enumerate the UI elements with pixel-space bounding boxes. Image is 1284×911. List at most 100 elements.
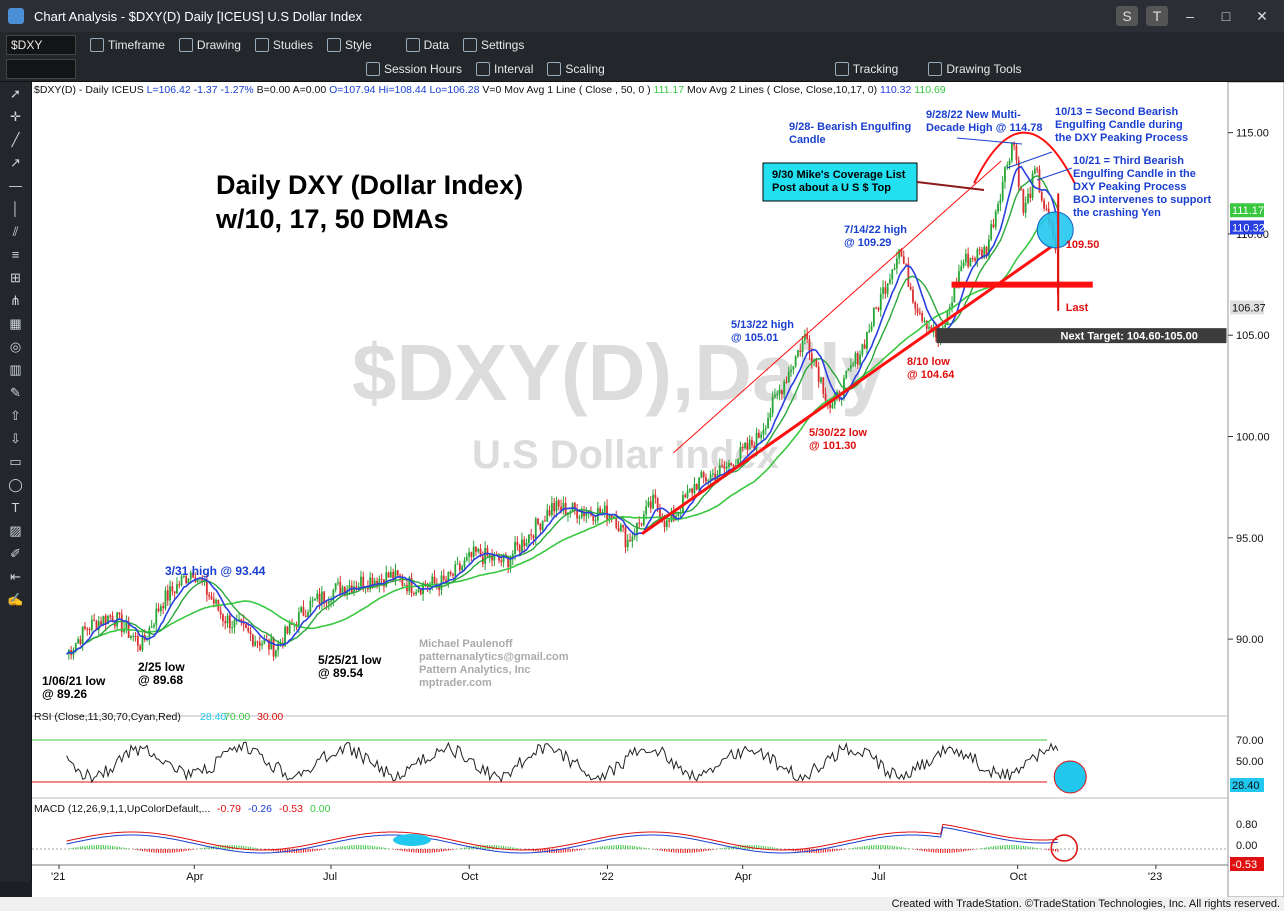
annotation-0225: @ 89.68: [138, 673, 183, 687]
drawing-menu[interactable]: Drawing: [178, 37, 241, 52]
vertical-line-icon[interactable]: │: [11, 201, 20, 216]
candle-body: [491, 555, 493, 561]
candle-body: [870, 325, 873, 331]
drawing-tools-menu[interactable]: Drawing Tools: [928, 61, 1022, 76]
candle-body: [748, 439, 751, 450]
time-tick-label: Oct: [461, 871, 478, 883]
macd-line: [66, 823, 1058, 851]
candle-body: [550, 503, 553, 516]
settings-menu[interactable]: Settings: [463, 37, 524, 52]
candle-body: [969, 258, 972, 267]
crosshair-icon[interactable]: ✛: [10, 109, 21, 124]
maximize-icon[interactable]: □: [1221, 8, 1231, 24]
candle-body: [185, 576, 188, 584]
rectangle-icon[interactable]: ▭: [9, 454, 22, 469]
candle-body: [1008, 160, 1011, 165]
candle-body: [371, 577, 374, 587]
scaling-menu[interactable]: Scaling: [547, 61, 605, 76]
candle-body: [307, 612, 309, 617]
price-axis-panel: [1227, 82, 1284, 897]
candle-body: [362, 576, 365, 588]
candle-body: [406, 584, 408, 592]
header-field: Close, Close,10,17,: [770, 84, 865, 96]
ellipse-icon[interactable]: ◯: [8, 477, 23, 492]
bars-tool-icon[interactable]: ▥: [9, 362, 22, 377]
tracking-menu[interactable]: Tracking: [834, 61, 898, 76]
style-menu[interactable]: Style: [326, 37, 372, 52]
candle-body: [971, 258, 974, 260]
studies-menu[interactable]: Studies: [254, 37, 313, 52]
candle-body: [741, 447, 744, 449]
data-label: Data: [423, 37, 449, 52]
candle-body: [463, 560, 466, 567]
candle-body: [562, 502, 565, 511]
price-tick-label: 95.00: [1236, 533, 1264, 545]
candle-body: [518, 545, 521, 552]
gann-icon[interactable]: ⊞: [10, 270, 21, 285]
candle-body: [640, 523, 643, 525]
candle-body: [521, 539, 523, 552]
spiral-icon[interactable]: ◎: [9, 339, 22, 354]
candle-body: [277, 643, 280, 651]
marker-icon[interactable]: ✐: [10, 546, 21, 561]
tracking-icon: [834, 61, 849, 76]
candle-body: [709, 474, 712, 481]
candle-body: [109, 615, 112, 617]
t-button[interactable]: T: [1146, 6, 1168, 26]
candle-body: [403, 584, 406, 586]
candle-body: [967, 253, 970, 267]
highlight-icon[interactable]: ✍: [7, 592, 24, 607]
candle-body: [1013, 142, 1016, 146]
channel-icon[interactable]: ⫽: [12, 224, 19, 239]
candle-body: [916, 308, 919, 313]
hatched-icon[interactable]: ▨: [9, 523, 22, 538]
candle-body: [622, 524, 625, 528]
fib-icon[interactable]: ≡: [11, 247, 20, 262]
candle-body: [419, 589, 422, 595]
last-label: Last: [1066, 302, 1089, 314]
candle-body: [369, 577, 372, 590]
grid-icon[interactable]: ▦: [9, 316, 22, 331]
interval-menu[interactable]: Interval: [476, 61, 533, 76]
timeframe-menu[interactable]: Timeframe: [90, 37, 165, 52]
annotation-1013: 10/13 = Second Bearish: [1055, 106, 1178, 118]
candle-body: [723, 465, 726, 469]
candle-body: [960, 266, 963, 272]
minimize-icon[interactable]: –: [1186, 8, 1194, 24]
candle-body: [776, 393, 779, 395]
trendline-icon[interactable]: ╱: [11, 132, 20, 147]
session-hours-menu[interactable]: Session Hours: [366, 61, 463, 76]
interval-input[interactable]: [6, 58, 76, 79]
author-line: Pattern Analytics, Inc: [419, 664, 530, 676]
candle-body: [93, 619, 96, 621]
symbol-input[interactable]: $DXY: [6, 34, 76, 55]
gear-icon: [463, 37, 477, 52]
pointer-icon[interactable]: ➚: [10, 86, 21, 101]
ray-icon[interactable]: ↗: [10, 155, 21, 170]
candle-body: [560, 506, 562, 511]
candle-body: [470, 552, 473, 557]
candle-body: [831, 404, 834, 408]
candle-body: [332, 589, 335, 601]
close-icon[interactable]: ✕: [1256, 8, 1268, 24]
brush-icon[interactable]: ✎: [10, 385, 21, 400]
time-tick-label: Apr: [186, 871, 203, 883]
horizontal-line-icon[interactable]: ―: [9, 178, 22, 193]
arrow-down-icon[interactable]: ⇩: [10, 431, 21, 446]
pitchfork-icon[interactable]: ⋔: [10, 293, 21, 308]
price-tick-label: 105.00: [1236, 330, 1270, 342]
candle-body: [272, 638, 275, 657]
text-icon[interactable]: T: [11, 500, 20, 515]
arrow-up-icon[interactable]: ⇧: [10, 408, 21, 423]
ruler-icon[interactable]: ⇤: [10, 569, 21, 584]
macd-highlight-ellipse: [393, 834, 431, 846]
candle-body: [132, 636, 135, 638]
data-menu[interactable]: Data: [405, 37, 449, 52]
candle-body: [895, 258, 898, 269]
macd-v3: -0.53: [279, 803, 303, 815]
s-button[interactable]: S: [1116, 6, 1138, 26]
candle-body: [691, 488, 694, 494]
session-hours-label: Session Hours: [384, 61, 463, 76]
candle-body: [164, 590, 167, 609]
